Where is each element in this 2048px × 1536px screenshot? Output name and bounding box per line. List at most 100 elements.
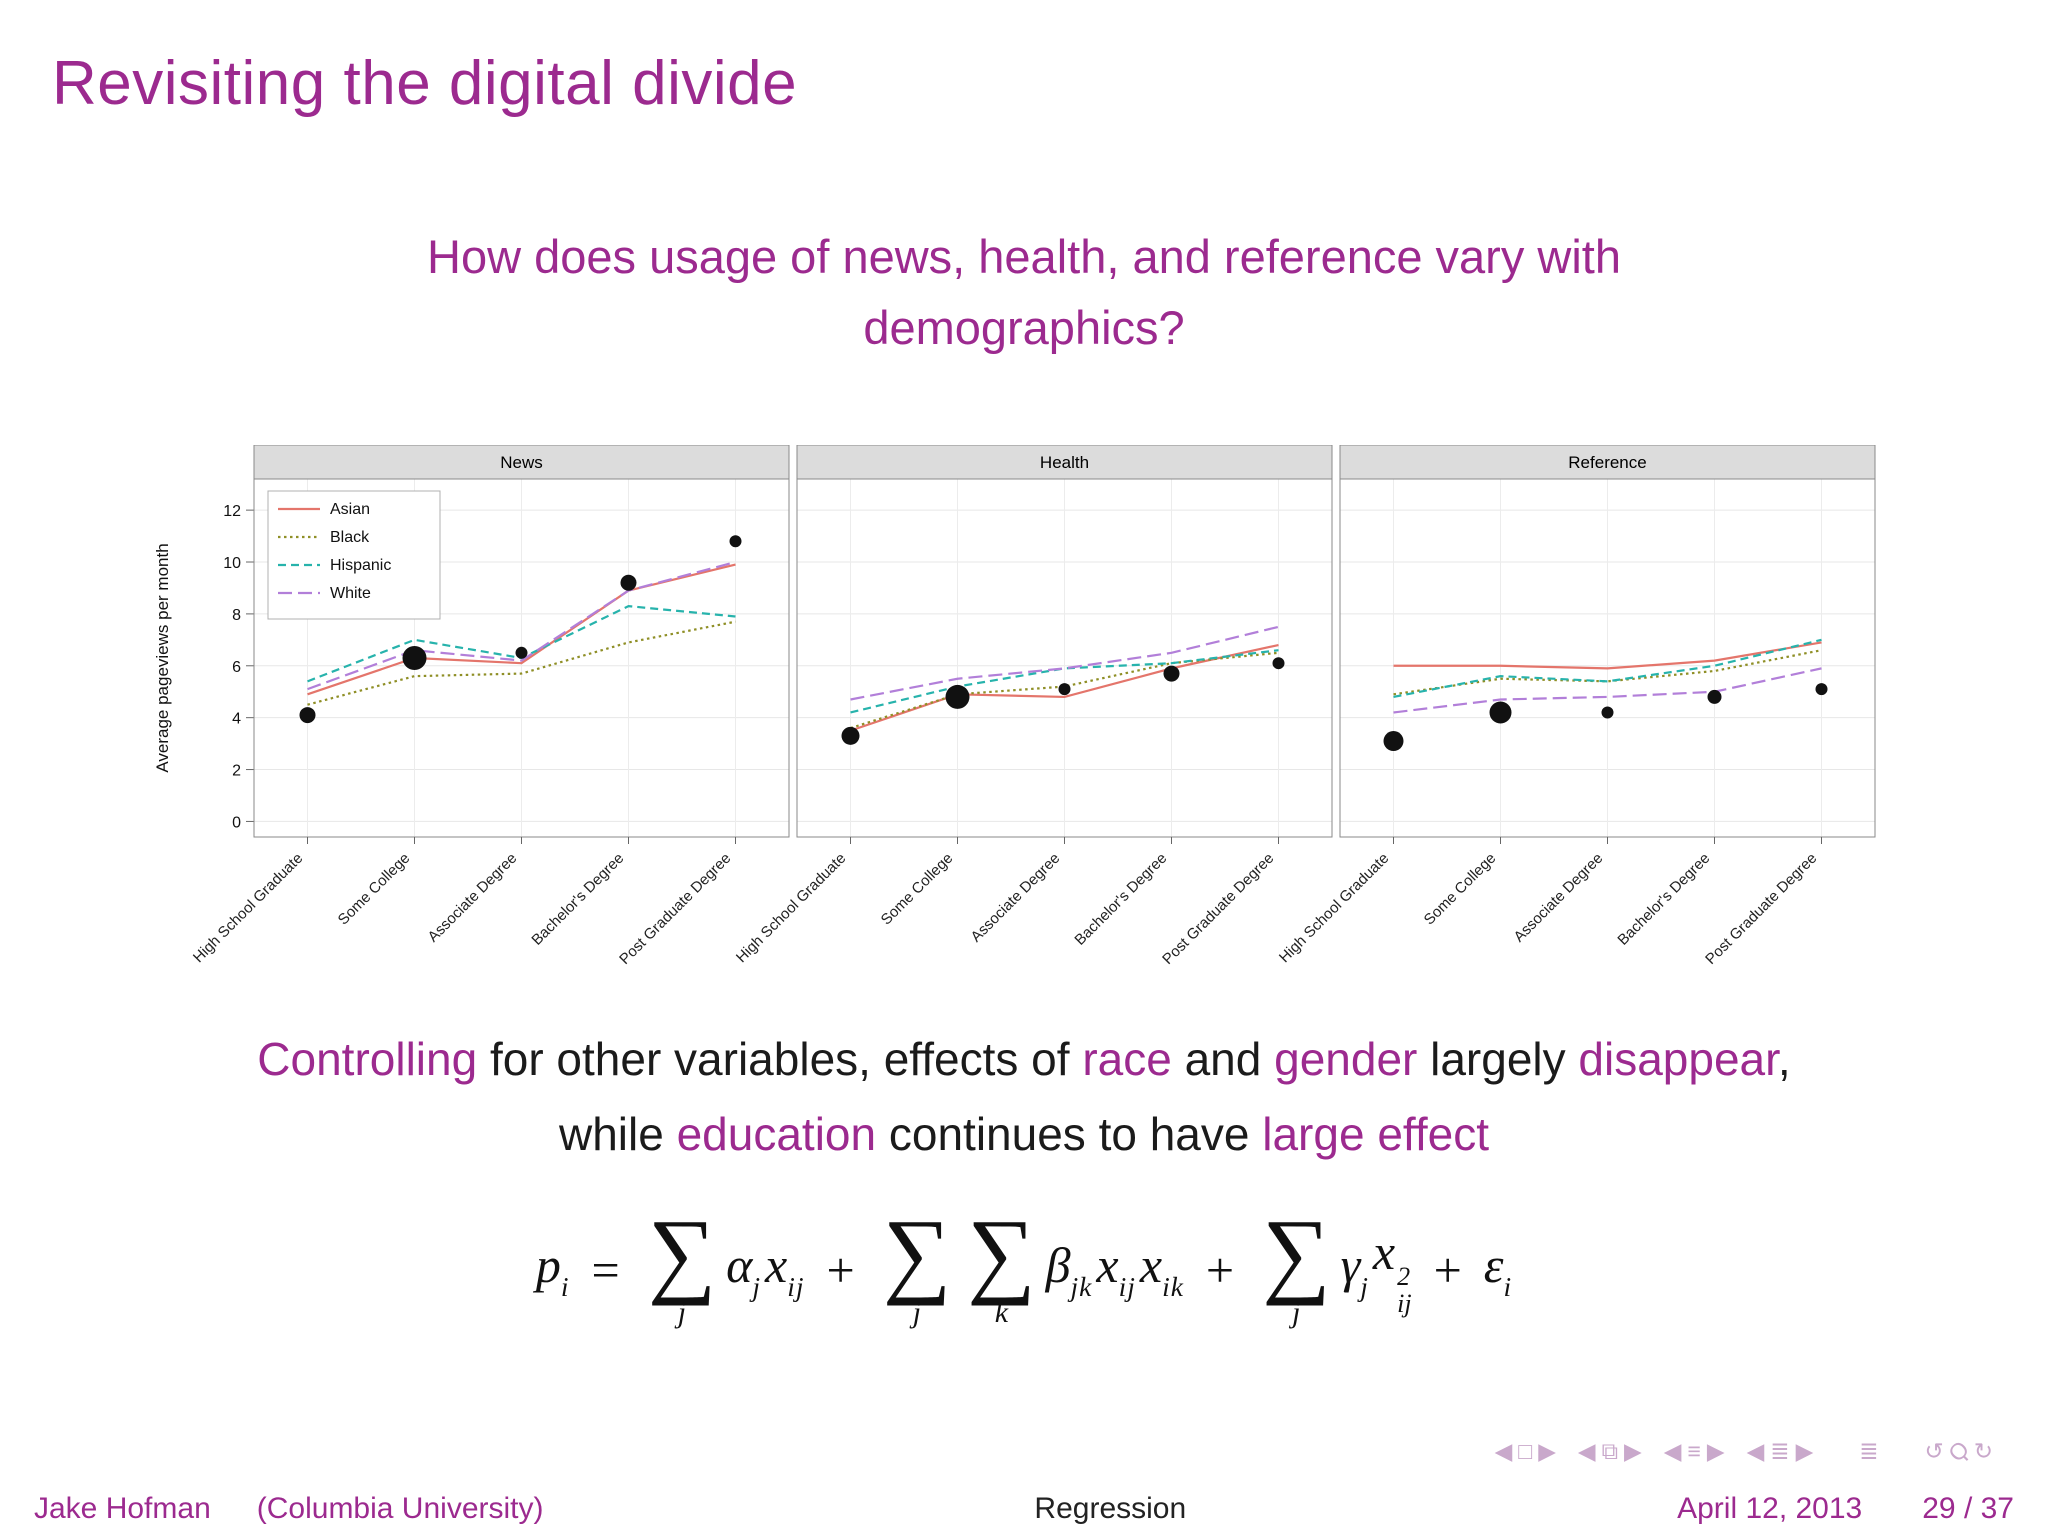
series-line-hispanic (1393, 638, 1822, 698)
facet-strip (796, 444, 1333, 480)
x-tick-label: Associate Degree (425, 850, 521, 946)
data-point (1601, 706, 1614, 719)
x-tick-label: Some College (1421, 850, 1500, 929)
conclusion-highlight: disappear (1578, 1033, 1778, 1085)
data-point (1272, 657, 1285, 670)
series-line-white (1393, 667, 1822, 714)
legend-label-hispanic: Hispanic (330, 557, 391, 574)
frame-icon[interactable]: □ (1518, 1438, 1533, 1464)
conclusion-highlight: race (1082, 1033, 1172, 1085)
y-tick-label: 0 (232, 814, 241, 831)
series-line-asian (1393, 641, 1822, 670)
next-subsection-icon[interactable]: ▶ (1706, 1438, 1725, 1464)
footer-affiliation: (Columbia University) (256, 1492, 544, 1525)
facet-strip-label: News (500, 453, 543, 472)
question-text: How does usage of news, health, and refe… (427, 230, 1621, 354)
slide-title: Revisiting the digital divide (52, 49, 798, 118)
formula-operator: + (1433, 1241, 1462, 1298)
footer-author: Jake Hofman (34, 1492, 211, 1525)
y-tick-label: 10 (223, 555, 241, 572)
data-point (1163, 665, 1180, 682)
conclusion-highlight: large effect (1262, 1107, 1489, 1160)
presentation-icon[interactable]: ≣ (1859, 1438, 1879, 1464)
y-tick-label: 12 (223, 503, 241, 520)
conclusion: Controlling for other variables, effects… (224, 1022, 1824, 1171)
back-icon[interactable]: ↺ (1924, 1438, 1944, 1464)
formula-operator: + (1205, 1241, 1235, 1298)
prev-slide-icon[interactable]: ◀ (1494, 1438, 1513, 1464)
formula-term: αj (726, 1237, 762, 1303)
y-tick-label: 4 (232, 711, 241, 728)
facet-strip (253, 444, 790, 480)
charts-svg: Average pageviews per month024681012News… (153, 444, 1876, 968)
conclusion-highlight: Controlling (257, 1033, 478, 1085)
x-tick-label: Associate Degree (968, 850, 1064, 946)
formula-term: εi (1483, 1237, 1513, 1303)
prev-frame-icon[interactable]: ◀ (1577, 1438, 1596, 1464)
footer-title: Regression (1034, 1492, 1187, 1525)
formula-term: xij (1096, 1237, 1136, 1303)
series-line-black (307, 620, 736, 706)
legend-box (267, 490, 441, 620)
conclusion-highlight: gender (1274, 1033, 1418, 1085)
conclusion-highlight: education (676, 1107, 877, 1160)
data-point (402, 646, 427, 670)
y-tick-label: 6 (232, 659, 241, 676)
formula-term: xij (765, 1237, 805, 1303)
next-slide-icon[interactable]: ▶ (1538, 1438, 1556, 1464)
x-tick-label: Bachelor's Degree (1071, 850, 1170, 949)
footer-date: April 12, 2013 (1677, 1492, 1863, 1525)
chart-area: Average pageviews per month 0 2 4 6 8 10 12 News… (144, 444, 1904, 1030)
forward-icon[interactable]: ↻ (1973, 1438, 1993, 1464)
data-point (1383, 731, 1404, 752)
prev-section-icon[interactable]: ◀ (1746, 1438, 1765, 1464)
section-list-icon[interactable]: ≣ (1770, 1438, 1790, 1464)
x-tick-label: High School Graduate (733, 850, 849, 966)
footer-page-number: 29 / 37 (1922, 1492, 2014, 1525)
data-point (620, 574, 637, 591)
legend-label-asian: Asian (330, 501, 370, 518)
frames-icon[interactable]: ⧉ (1601, 1438, 1619, 1464)
subsection-list-icon[interactable]: ≡ (1687, 1438, 1701, 1464)
conclusion-text: continues to have (876, 1107, 1263, 1160)
formula-operator: + (826, 1241, 855, 1298)
series-line-white (307, 560, 736, 691)
footer: Jake Hofman (Columbia University) Regres… (34, 1492, 2014, 1526)
facet-strip-label: Health (1040, 453, 1089, 472)
y-tick-label: 8 (232, 607, 241, 624)
data-point (1707, 689, 1722, 704)
y-axis-label: Average pageviews per month (153, 543, 172, 772)
formula-sum: ∑ j (1262, 1199, 1331, 1329)
y-tick-label: 2 (232, 763, 241, 780)
data-point (1058, 683, 1071, 696)
prev-subsection-icon[interactable]: ◀ (1663, 1438, 1682, 1464)
facet-strip (1339, 444, 1876, 480)
formula-term: pi (535, 1237, 570, 1303)
legend-label-white: White (330, 585, 371, 602)
formula-sum: ∑ j (882, 1199, 952, 1329)
x-tick-label: Bachelor's Degree (1614, 850, 1713, 949)
next-section-icon[interactable]: ▶ (1795, 1438, 1814, 1464)
x-tick-label: Post Graduate Degree (616, 850, 734, 968)
facet-strip-label: Reference (1568, 453, 1646, 472)
data-point (1815, 683, 1828, 696)
series-line-asian (850, 643, 1279, 732)
search-icon[interactable]: Ϙ (1942, 1435, 1974, 1467)
series-line-white (850, 625, 1279, 701)
conclusion-text: largely (1417, 1033, 1579, 1085)
legend-label-black: Black (330, 529, 370, 546)
x-tick-label: Some College (335, 850, 414, 929)
data-point (729, 535, 742, 548)
formula-term: βjk (1045, 1237, 1093, 1303)
x-tick-label: Some College (878, 850, 957, 929)
beamer-nav-symbols: ◀ □ ▶ ◀ ⧉ ▶ ◀ ≡ ▶ ◀ ≣ ▶ ≣ ↺ Ϙ ↻ (1492, 1435, 1996, 1467)
facet-panel-news: News High School Graduate Some College Asso… (190, 444, 790, 968)
data-point (1489, 701, 1512, 724)
facet-panel-reference: Reference High School Graduate Some Colleg… (1276, 444, 1876, 968)
formula-operator: = (591, 1241, 620, 1298)
formula-sum: ∑ k (967, 1199, 1036, 1329)
x-tick-label: Bachelor's Degree (528, 850, 627, 949)
data-point (515, 646, 528, 659)
x-tick-label: High School Graduate (190, 850, 306, 966)
next-frame-icon[interactable]: ▶ (1624, 1438, 1642, 1464)
